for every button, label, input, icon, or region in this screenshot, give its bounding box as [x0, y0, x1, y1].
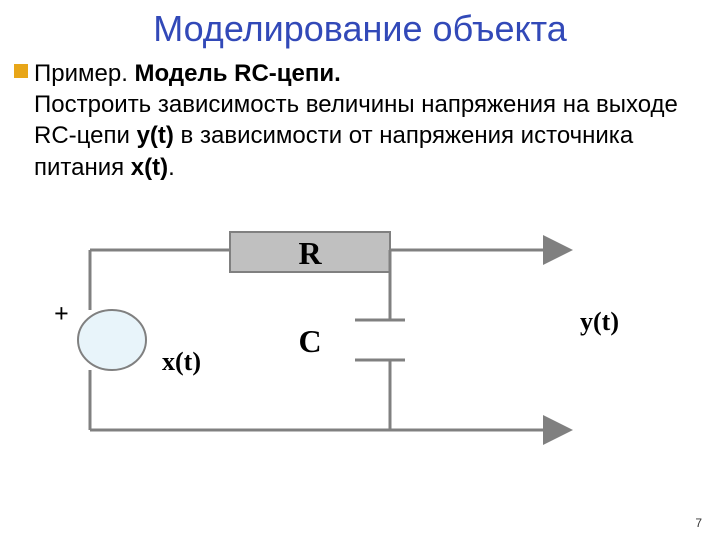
body-line2c: .: [168, 154, 175, 181]
svg-text:C: C: [298, 323, 321, 359]
body-prefix: Пример.: [34, 60, 135, 87]
svg-text:y(t): y(t): [580, 307, 619, 336]
svg-text:x(t): x(t): [162, 347, 201, 376]
svg-text:+: +: [54, 299, 69, 328]
body-bold-xt: x(t): [131, 154, 168, 181]
page-number: 7: [695, 516, 702, 530]
page-title: Моделирование объекта: [153, 8, 567, 49]
bullet-icon: [14, 64, 28, 78]
body-paragraph: Пример. Модель RC-цепи. Построить зависи…: [34, 58, 704, 183]
body-bold-1: Модель RC-цепи.: [135, 60, 341, 87]
svg-text:R: R: [298, 235, 322, 271]
body-bold-yt: y(t): [137, 122, 174, 149]
circuit-diagram: R + x(t) Cy(t): [50, 230, 670, 490]
